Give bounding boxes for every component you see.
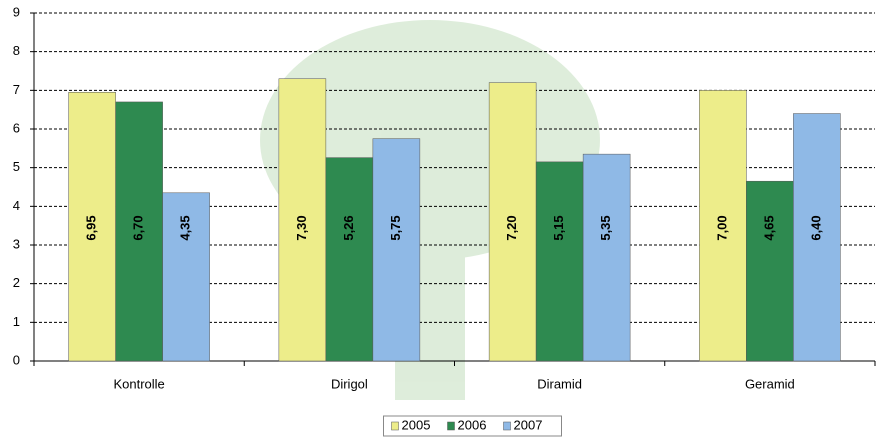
legend: 2005 2006 2007 bbox=[383, 415, 562, 437]
bar bbox=[115, 101, 163, 362]
value-label: 4,35 bbox=[178, 215, 193, 240]
legend-swatch bbox=[503, 421, 511, 431]
legend-label: 2006 bbox=[458, 417, 487, 432]
bar bbox=[699, 90, 747, 362]
y-tick-label: 7 bbox=[13, 82, 20, 97]
x-tick-label: Kontrolle bbox=[113, 376, 164, 391]
bar bbox=[535, 161, 584, 362]
bar bbox=[68, 92, 116, 362]
bar bbox=[746, 180, 794, 362]
bar bbox=[488, 82, 537, 362]
bar bbox=[793, 113, 841, 362]
value-label: 7,00 bbox=[714, 215, 729, 240]
legend-swatch bbox=[391, 421, 399, 431]
value-label: 5,26 bbox=[341, 215, 356, 240]
y-tick-label: 8 bbox=[13, 43, 20, 58]
value-label: 5,15 bbox=[551, 215, 566, 240]
value-label: 5,35 bbox=[598, 215, 613, 240]
y-tick-label: 0 bbox=[13, 352, 20, 367]
value-label: 7,20 bbox=[504, 215, 519, 240]
y-tick-label: 2 bbox=[13, 275, 20, 290]
bar bbox=[278, 78, 327, 362]
y-tick-label: 6 bbox=[13, 120, 20, 135]
value-label: 6,70 bbox=[131, 215, 146, 240]
legend-box bbox=[383, 415, 562, 437]
y-tick-label: 9 bbox=[13, 4, 20, 19]
value-label: 5,75 bbox=[388, 215, 403, 240]
legend-label: 2005 bbox=[402, 417, 431, 432]
value-label: 7,30 bbox=[294, 215, 309, 240]
y-tick-label: 4 bbox=[13, 198, 20, 213]
x-tick-label: Dirigol bbox=[331, 376, 368, 391]
legend-label: 2007 bbox=[514, 417, 543, 432]
legend-swatch bbox=[447, 421, 455, 431]
y-tick-label: 5 bbox=[13, 159, 20, 174]
x-tick-label: Geramid bbox=[745, 376, 795, 391]
bar bbox=[325, 157, 374, 362]
x-tick-label: Diramid bbox=[537, 376, 582, 391]
y-tick-label: 3 bbox=[13, 236, 20, 251]
bar bbox=[582, 153, 631, 362]
bar bbox=[372, 138, 421, 362]
bar bbox=[162, 192, 210, 362]
value-label: 4,65 bbox=[761, 215, 776, 240]
value-label: 6,95 bbox=[84, 215, 99, 240]
value-label: 6,40 bbox=[808, 215, 823, 240]
y-tick-label: 1 bbox=[13, 314, 20, 329]
